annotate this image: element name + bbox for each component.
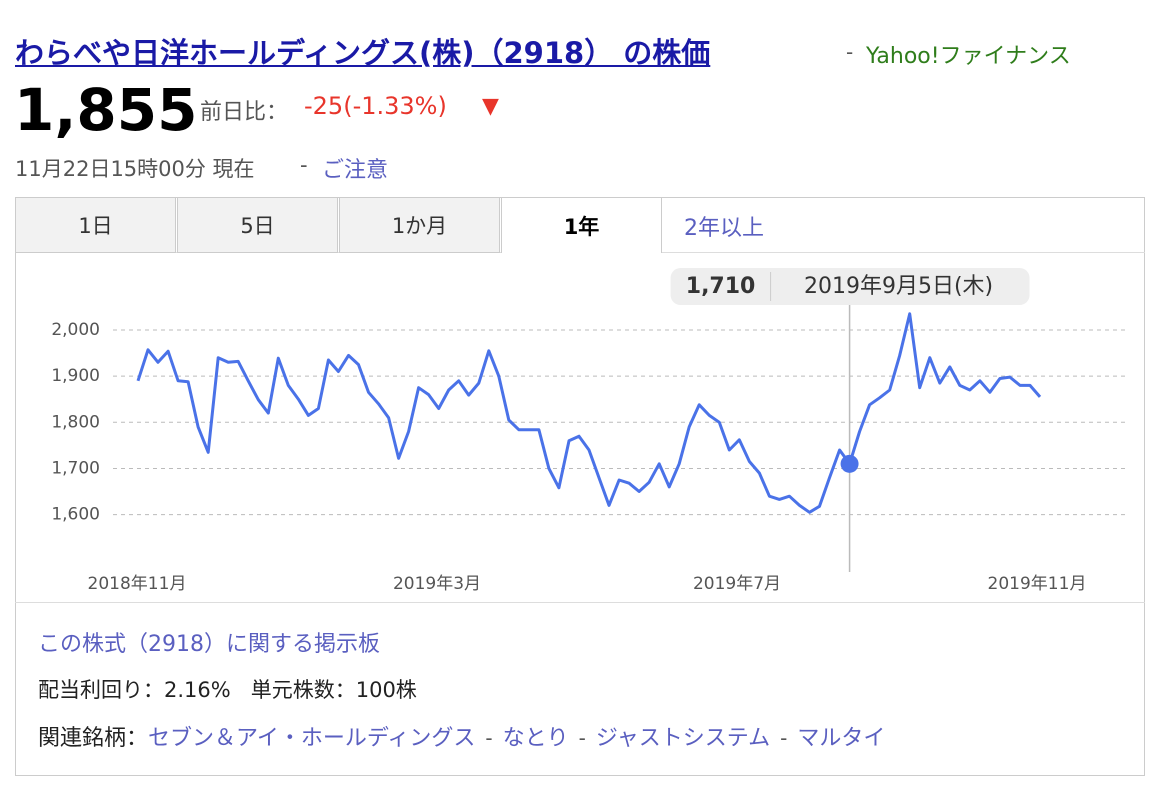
tooltip-box bbox=[670, 268, 1030, 305]
board-link[interactable]: この株式（2918）に関する掲示板 bbox=[38, 632, 380, 657]
separator: - bbox=[846, 40, 854, 64]
separator: - bbox=[578, 726, 586, 750]
hover-marker bbox=[840, 454, 859, 473]
timestamp: 11月22日15時00分 現在 bbox=[15, 157, 255, 181]
label: 関連銘柄： bbox=[38, 726, 149, 751]
value: 2.16% bbox=[164, 678, 231, 702]
tab[interactable]: 1年 bbox=[501, 197, 662, 253]
tab[interactable]: 5日 bbox=[177, 197, 338, 253]
page-title[interactable]: わらべや日洋ホールディングス(株)（2918） の株価 bbox=[15, 36, 711, 70]
price-line bbox=[136, 312, 1042, 514]
tab[interactable]: 1か月 bbox=[339, 197, 500, 253]
label: 配当利回り： bbox=[38, 678, 164, 702]
x-tick-label: 2019年7月 bbox=[693, 574, 781, 594]
separator: - bbox=[780, 726, 788, 750]
y-tick-label: 1,600 bbox=[51, 505, 100, 525]
related-link[interactable]: ジャストシステム bbox=[595, 726, 771, 751]
y-tick-label: 1,800 bbox=[51, 412, 100, 432]
separator: - bbox=[300, 153, 308, 177]
related-link[interactable]: マルタイ bbox=[797, 726, 886, 751]
change: -25(-1.33%) bbox=[304, 92, 447, 120]
down-arrow: ▼ bbox=[482, 94, 499, 119]
change-label: 前日比： bbox=[200, 100, 289, 125]
price: 1,855 bbox=[14, 76, 198, 144]
label: 単元株数： bbox=[250, 678, 356, 702]
tab-link[interactable]: 2年以上 bbox=[684, 216, 764, 241]
separator: - bbox=[485, 726, 493, 750]
source-link[interactable]: Yahoo!ファイナンス bbox=[866, 44, 1071, 69]
y-tick-label: 2,000 bbox=[51, 320, 100, 340]
dividend-row: 配当利回り：2.16% 単元株数：100株 bbox=[38, 674, 417, 704]
tooltip-date: 2019年9月5日(木) bbox=[804, 274, 993, 299]
tooltip-value: 1,710 bbox=[686, 274, 756, 299]
related-row: 関連銘柄：セブン＆アイ・ホールディングス - なとり - ジャストシステム - マルタイ bbox=[38, 720, 885, 752]
y-tick-label: 1,700 bbox=[51, 458, 100, 478]
related-link[interactable]: なとり bbox=[502, 726, 569, 751]
x-tick-label: 2019年11月 bbox=[988, 574, 1087, 594]
related-link[interactable]: セブン＆アイ・ホールディングス bbox=[148, 726, 476, 751]
value: 100株 bbox=[355, 678, 417, 702]
x-tick-label: 2018年11月 bbox=[88, 574, 187, 594]
chart: 1,600 1,700 1,800 1,900 2,000 2018年11月 2019年3月… bbox=[51, 268, 1128, 594]
tab[interactable]: 1日 bbox=[15, 197, 176, 253]
notice-link[interactable]: ご注意 bbox=[322, 158, 389, 183]
x-tick-label: 2019年3月 bbox=[393, 574, 481, 594]
y-tick-label: 1,900 bbox=[51, 366, 100, 386]
